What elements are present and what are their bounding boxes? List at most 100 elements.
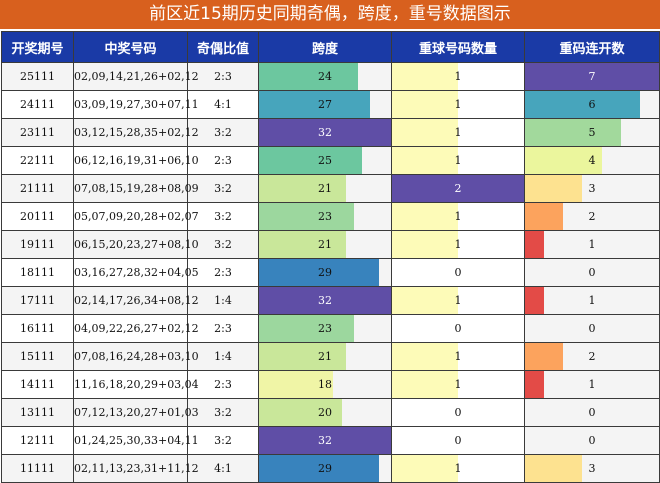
cell-streak: 0 bbox=[524, 426, 660, 455]
span-bar bbox=[259, 455, 379, 482]
cell-ratio: 3:2 bbox=[187, 174, 259, 203]
repeat-value: 1 bbox=[454, 462, 462, 475]
cell-issue: 14111 bbox=[1, 370, 74, 399]
span-value: 21 bbox=[318, 350, 332, 363]
cell-repeat: 1 bbox=[391, 62, 525, 91]
repeat-value: 1 bbox=[454, 70, 462, 83]
streak-value: 0 bbox=[588, 434, 596, 447]
cell-repeat: 1 bbox=[391, 286, 525, 315]
table-row: 20111 05,07,09,20,28+02,07 3:2 23 1 2 bbox=[1, 202, 660, 231]
table-row: 22111 06,12,16,19,31+06,10 2:3 25 1 4 bbox=[1, 146, 660, 175]
cell-repeat: 1 bbox=[391, 370, 525, 399]
header-repeat: 重球号码数量 bbox=[391, 31, 525, 63]
span-bar bbox=[259, 175, 346, 202]
table-row: 25111 02,09,14,21,26+02,12 2:3 24 1 7 bbox=[1, 62, 660, 91]
cell-streak: 1 bbox=[524, 286, 660, 315]
cell-repeat: 1 bbox=[391, 454, 525, 483]
span-bar bbox=[259, 371, 334, 398]
streak-value: 3 bbox=[588, 462, 596, 475]
cell-issue: 17111 bbox=[1, 286, 74, 315]
cell-repeat: 0 bbox=[391, 258, 525, 287]
cell-span: 23 bbox=[258, 314, 392, 343]
cell-span: 18 bbox=[258, 370, 392, 399]
repeat-bar bbox=[392, 175, 524, 202]
streak-bar bbox=[525, 147, 602, 174]
cell-numbers: 06,15,20,23,27+08,10 bbox=[73, 230, 199, 259]
cell-issue: 24111 bbox=[1, 90, 74, 119]
span-bar bbox=[259, 147, 363, 174]
span-bar bbox=[259, 427, 391, 454]
cell-numbers: 03,12,15,28,35+02,12 bbox=[73, 118, 199, 147]
table-row: 19111 06,15,20,23,27+08,10 3:2 21 1 1 bbox=[1, 230, 660, 259]
repeat-value: 2 bbox=[454, 182, 462, 195]
repeat-bar bbox=[392, 119, 458, 146]
cell-issue: 15111 bbox=[1, 342, 74, 371]
cell-issue: 11111 bbox=[1, 454, 74, 483]
cell-ratio: 2:3 bbox=[187, 258, 259, 287]
repeat-value: 0 bbox=[454, 266, 462, 279]
cell-numbers: 04,09,22,26,27+02,12 bbox=[73, 314, 199, 343]
stats-table: 开奖期号 中奖号码 奇偶比值 跨度 重球号码数量 重码连开数 25111 02,0… bbox=[1, 31, 660, 483]
span-value: 25 bbox=[318, 154, 332, 167]
cell-ratio: 3:2 bbox=[187, 426, 259, 455]
cell-ratio: 3:2 bbox=[187, 398, 259, 427]
header-ratio: 奇偶比值 bbox=[187, 31, 259, 63]
span-value: 32 bbox=[318, 126, 332, 139]
cell-ratio: 4:1 bbox=[187, 454, 259, 483]
streak-bar bbox=[525, 203, 564, 230]
cell-ratio: 3:2 bbox=[187, 202, 259, 231]
cell-issue: 13111 bbox=[1, 398, 74, 427]
cell-streak: 4 bbox=[524, 146, 660, 175]
cell-streak: 3 bbox=[524, 454, 660, 483]
streak-bar bbox=[525, 287, 545, 314]
repeat-bar bbox=[392, 63, 458, 90]
cell-issue: 23111 bbox=[1, 118, 74, 147]
span-bar bbox=[259, 315, 354, 342]
streak-value: 2 bbox=[588, 210, 596, 223]
cell-numbers: 06,12,16,19,31+06,10 bbox=[73, 146, 199, 175]
header-span: 跨度 bbox=[258, 31, 392, 63]
table-row: 13111 07,12,13,20,27+01,03 3:2 20 0 0 bbox=[1, 398, 660, 427]
table-row: 15111 07,08,16,24,28+03,10 1:4 21 1 2 bbox=[1, 342, 660, 371]
repeat-value: 0 bbox=[454, 406, 462, 419]
cell-issue: 20111 bbox=[1, 202, 74, 231]
streak-bar bbox=[525, 455, 583, 482]
cell-streak: 5 bbox=[524, 118, 660, 147]
repeat-bar bbox=[392, 455, 458, 482]
cell-streak: 0 bbox=[524, 314, 660, 343]
cell-ratio: 1:4 bbox=[187, 286, 259, 315]
span-bar bbox=[259, 91, 371, 118]
repeat-value: 1 bbox=[454, 210, 462, 223]
span-value: 21 bbox=[318, 182, 332, 195]
cell-ratio: 2:3 bbox=[187, 62, 259, 91]
cell-span: 27 bbox=[258, 90, 392, 119]
streak-bar bbox=[525, 91, 640, 118]
cell-numbers: 07,08,16,24,28+03,10 bbox=[73, 342, 199, 371]
cell-numbers: 02,14,17,26,34+08,12 bbox=[73, 286, 199, 315]
span-value: 32 bbox=[318, 434, 332, 447]
repeat-bar bbox=[392, 371, 458, 398]
cell-numbers: 03,16,27,28,32+04,05 bbox=[73, 258, 199, 287]
streak-bar bbox=[525, 119, 621, 146]
cell-repeat: 1 bbox=[391, 342, 525, 371]
table-body: 25111 02,09,14,21,26+02,12 2:3 24 1 7 24111 03,… bbox=[1, 62, 660, 483]
cell-repeat: 1 bbox=[391, 118, 525, 147]
cell-ratio: 2:3 bbox=[187, 146, 259, 175]
streak-value: 3 bbox=[588, 182, 596, 195]
table-row: 14111 11,16,18,20,29+03,04 2:3 18 1 1 bbox=[1, 370, 660, 399]
streak-value: 4 bbox=[588, 154, 596, 167]
cell-issue: 22111 bbox=[1, 146, 74, 175]
span-value: 29 bbox=[318, 266, 332, 279]
cell-ratio: 3:2 bbox=[187, 118, 259, 147]
cell-ratio: 2:3 bbox=[187, 314, 259, 343]
cell-span: 20 bbox=[258, 398, 392, 427]
table-row: 23111 03,12,15,28,35+02,12 3:2 32 1 5 bbox=[1, 118, 660, 147]
repeat-bar bbox=[392, 343, 458, 370]
streak-value: 2 bbox=[588, 350, 596, 363]
streak-value: 5 bbox=[588, 126, 596, 139]
cell-streak: 1 bbox=[524, 230, 660, 259]
cell-span: 25 bbox=[258, 146, 392, 175]
cell-repeat: 0 bbox=[391, 398, 525, 427]
streak-value: 1 bbox=[588, 294, 596, 307]
cell-ratio: 2:3 bbox=[187, 370, 259, 399]
